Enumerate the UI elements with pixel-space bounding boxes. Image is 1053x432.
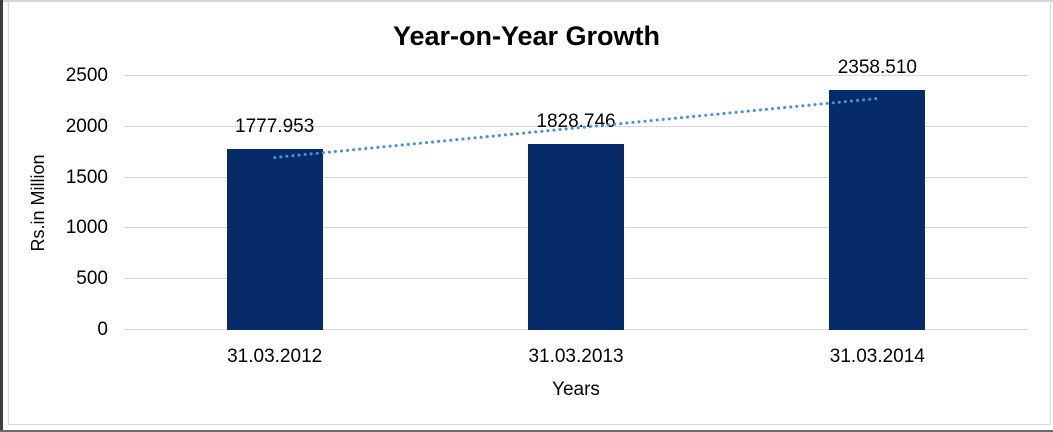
data-label: 1828.746 — [536, 111, 616, 133]
screenshot-left-border — [0, 0, 3, 432]
y-axis-tick-label: 1500 — [65, 166, 108, 188]
y-axis-tick-label: 0 — [97, 319, 108, 340]
bar-31.03.2014 — [829, 90, 926, 330]
y-axis-tick-label: 2000 — [65, 115, 108, 137]
chart-title: Year-on-Year Growth — [392, 21, 661, 51]
data-label: 1777.953 — [235, 116, 315, 138]
bar-31.03.2012 — [226, 149, 323, 330]
screenshot-bottom-border — [0, 430, 1053, 432]
x-axis-title: Years — [552, 379, 600, 400]
y-axis-tick-label: 500 — [76, 268, 108, 290]
x-axis-category-label: 31.03.2013 — [528, 346, 624, 367]
y-axis-tick-label: 2500 — [65, 65, 108, 86]
x-axis-category-label: 31.03.2014 — [829, 346, 925, 367]
bar-31.03.2013 — [528, 144, 624, 330]
y-axis-tick-label: 1000 — [65, 217, 108, 239]
gridline — [124, 75, 1028, 76]
data-label: 2358.510 — [837, 57, 917, 79]
x-axis-category-label: 31.03.2012 — [227, 346, 323, 367]
